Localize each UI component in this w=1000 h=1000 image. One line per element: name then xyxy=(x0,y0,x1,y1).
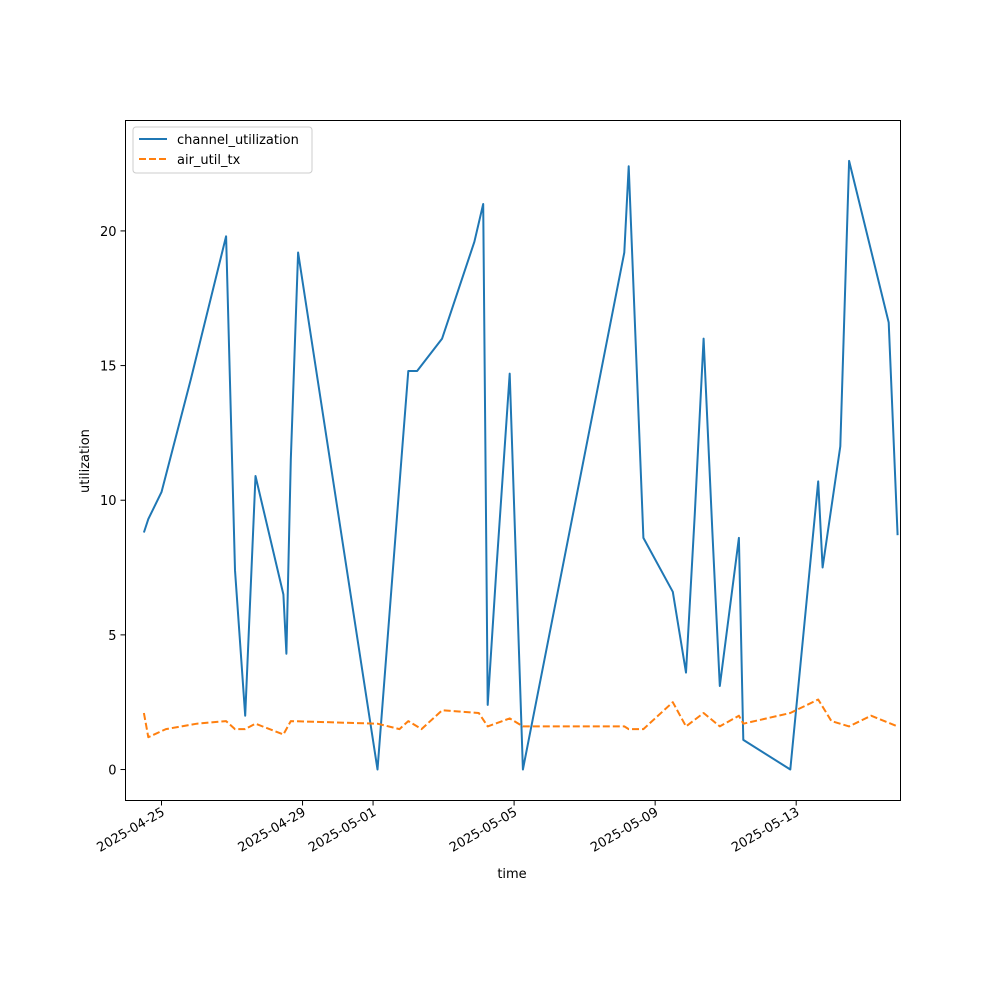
x-tick-label: 2025-05-05 xyxy=(447,805,520,856)
legend-label-channel-utilization: channel_utilization xyxy=(177,133,299,148)
plot-frame xyxy=(125,120,901,801)
y-axis-label: utilization xyxy=(78,429,93,493)
x-axis-label: time xyxy=(497,867,526,882)
y-tick-label: 10 xyxy=(100,494,117,509)
y-tick-label: 0 xyxy=(108,764,116,779)
x-tick-label: 2025-05-01 xyxy=(306,805,379,856)
y-tick-label: 5 xyxy=(108,629,116,644)
x-tick-label: 2025-05-09 xyxy=(588,805,661,856)
legend: channel_utilization air_util_tx xyxy=(132,126,313,174)
y-axis-ticks: 0 5 10 15 20 xyxy=(100,225,126,779)
legend-label-air-util-tx: air_util_tx xyxy=(177,153,241,168)
x-tick-label: 2025-04-29 xyxy=(236,805,309,856)
legend-box xyxy=(132,126,313,174)
y-tick-label: 20 xyxy=(100,225,117,240)
series-line-air-util-tx xyxy=(142,698,898,739)
x-tick-label: 2025-04-25 xyxy=(95,805,168,856)
series-line-channel-utilization xyxy=(142,159,899,771)
x-tick-label: 2025-05-13 xyxy=(729,805,802,856)
plot-lines xyxy=(142,159,899,771)
y-tick-label: 15 xyxy=(100,360,117,375)
